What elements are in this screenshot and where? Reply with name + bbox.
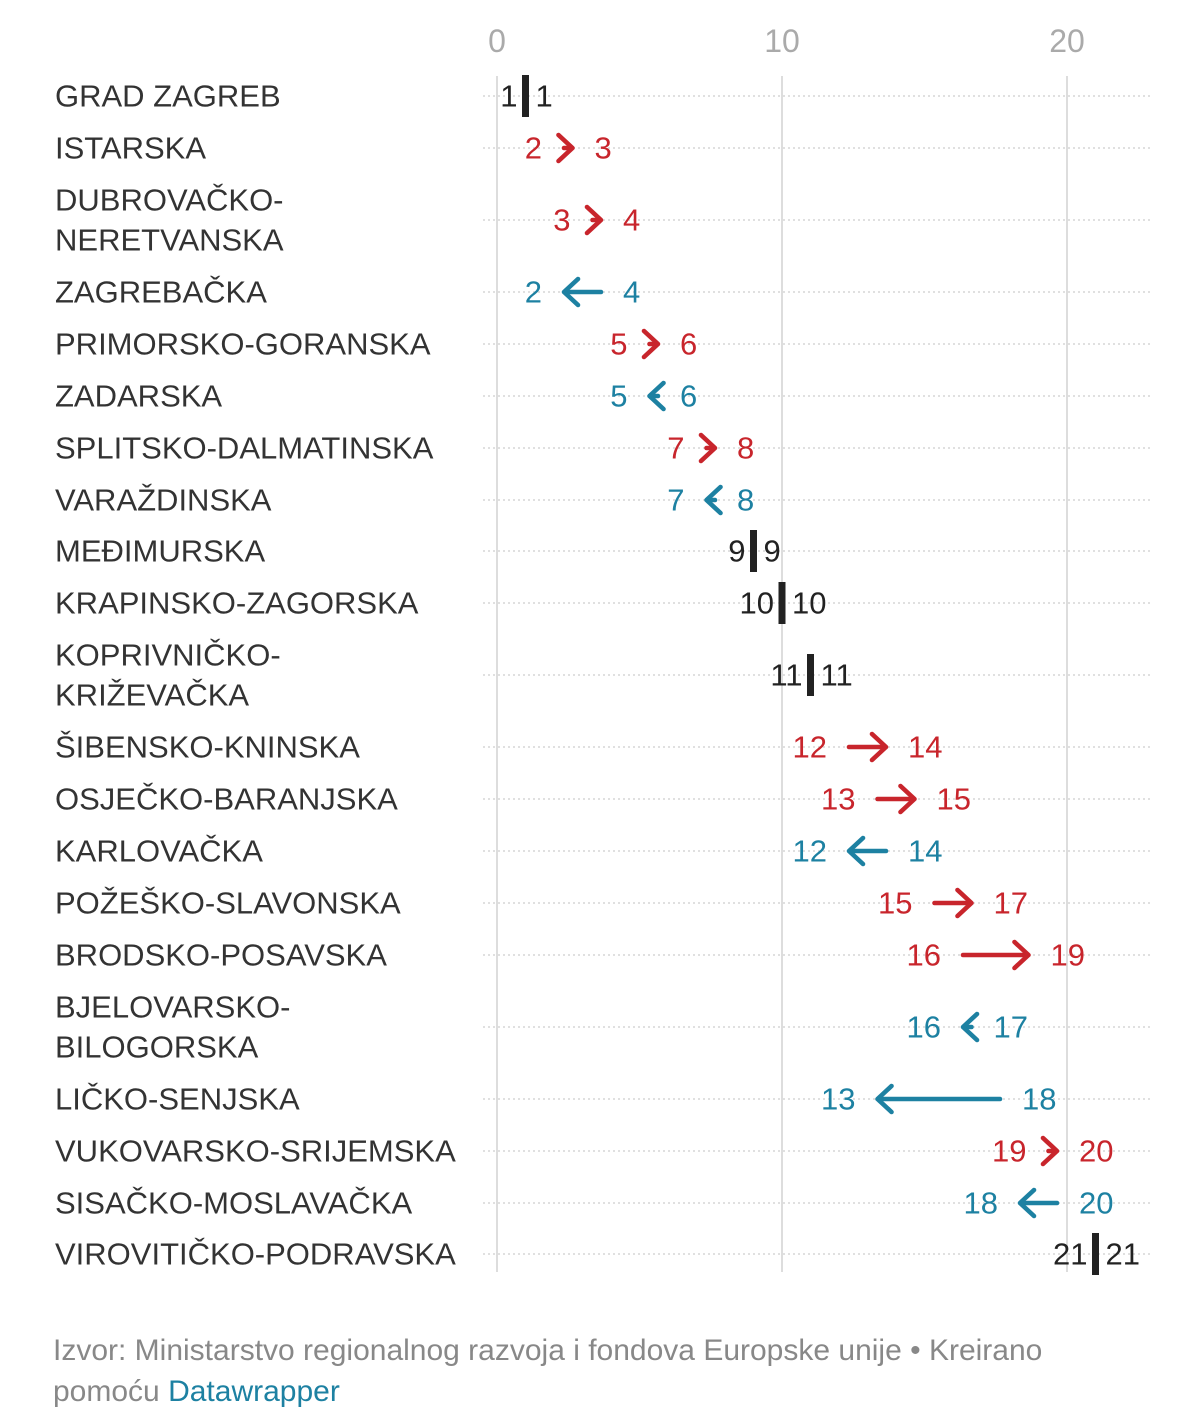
row-label: ISTARSKA bbox=[55, 131, 206, 166]
value-label-right: 3 bbox=[595, 131, 612, 166]
value-label-right: 4 bbox=[623, 203, 640, 238]
unchanged-marker bbox=[522, 75, 529, 117]
row-label: BILOGORSKA bbox=[55, 1030, 259, 1065]
value-label-left: 19 bbox=[992, 1134, 1026, 1169]
row-label: POŽEŠKO-SLAVONSKA bbox=[55, 886, 401, 921]
row-label: MEĐIMURSKA bbox=[55, 534, 265, 569]
row-label: NERETVANSKA bbox=[55, 223, 284, 258]
value-label-left: 21 bbox=[1053, 1237, 1087, 1272]
x-tick-label: 10 bbox=[764, 23, 800, 59]
value-label-left: 10 bbox=[740, 586, 774, 621]
value-label-left: 3 bbox=[553, 203, 570, 238]
value-label-left: 13 bbox=[821, 782, 855, 817]
value-label-left: 12 bbox=[793, 834, 827, 869]
value-label-left: 13 bbox=[821, 1082, 855, 1117]
row-label: LIČKO-SENJSKA bbox=[55, 1082, 300, 1117]
value-label-left: 1 bbox=[500, 79, 517, 114]
value-label-right: 8 bbox=[737, 483, 754, 518]
value-label-left: 5 bbox=[610, 379, 627, 414]
arrow-head-left bbox=[1017, 1187, 1037, 1219]
value-label-right: 17 bbox=[994, 1010, 1028, 1045]
row-label: KRAPINSKO-ZAGORSKA bbox=[55, 586, 419, 621]
value-label-right: 1 bbox=[536, 79, 553, 114]
value-label-right: 19 bbox=[1051, 938, 1085, 973]
value-label-left: 5 bbox=[610, 327, 627, 362]
row-label: DUBROVAČKO- bbox=[55, 183, 284, 218]
arrow-head-left bbox=[960, 1011, 980, 1043]
value-label-right: 6 bbox=[680, 379, 697, 414]
value-label-left: 11 bbox=[770, 658, 802, 693]
arrow-head-left bbox=[647, 380, 666, 412]
x-tick-label: 0 bbox=[488, 23, 506, 59]
unchanged-marker bbox=[807, 654, 814, 696]
arrow-head-right bbox=[584, 204, 604, 236]
unchanged-marker bbox=[1092, 1233, 1099, 1275]
arrow-head-right bbox=[869, 731, 889, 763]
row-label: GRAD ZAGREB bbox=[55, 79, 281, 114]
row-label: PRIMORSKO-GORANSKA bbox=[55, 327, 431, 362]
row-label: SISAČKO-MOSLAVAČKA bbox=[55, 1186, 412, 1221]
value-label-left: 15 bbox=[878, 886, 912, 921]
row-label: KRIŽEVAČKA bbox=[55, 678, 249, 713]
row-label: VARAŽDINSKA bbox=[55, 483, 272, 518]
value-label-left: 18 bbox=[964, 1186, 998, 1221]
value-label-left: 7 bbox=[667, 431, 684, 466]
arrow-head-left bbox=[704, 484, 723, 516]
arrow-head-right bbox=[698, 432, 718, 464]
arrow-head-left bbox=[846, 835, 866, 867]
value-label-left: 2 bbox=[525, 275, 542, 310]
value-label-right: 17 bbox=[994, 886, 1028, 921]
arrow-head-right bbox=[1012, 939, 1031, 971]
arrow-head-right bbox=[641, 328, 661, 360]
value-label-right: 10 bbox=[792, 586, 826, 621]
row-label: BJELOVARSKO- bbox=[55, 990, 290, 1025]
value-label-left: 16 bbox=[907, 1010, 941, 1045]
value-label-right: 20 bbox=[1079, 1186, 1113, 1221]
row-label: VIROVITIČKO-PODRAVSKA bbox=[55, 1237, 456, 1272]
value-label-right: 11 bbox=[821, 658, 853, 693]
value-label-right: 4 bbox=[623, 275, 640, 310]
arrow-head-right bbox=[556, 132, 575, 164]
value-label-left: 2 bbox=[525, 131, 542, 166]
value-label-right: 18 bbox=[1022, 1082, 1056, 1117]
value-label-right: 6 bbox=[680, 327, 697, 362]
value-label-right: 20 bbox=[1079, 1134, 1113, 1169]
value-label-right: 14 bbox=[908, 834, 942, 869]
x-tick-label: 20 bbox=[1049, 23, 1085, 59]
row-label: KOPRIVNIČKO- bbox=[55, 638, 281, 673]
row-label: ŠIBENSKO-KNINSKA bbox=[55, 730, 360, 765]
value-label-right: 15 bbox=[937, 782, 971, 817]
arrow-head-left bbox=[561, 276, 581, 308]
value-label-left: 7 bbox=[667, 483, 684, 518]
value-label-left: 12 bbox=[793, 730, 827, 765]
value-label-right: 14 bbox=[908, 730, 942, 765]
value-label-right: 8 bbox=[737, 431, 754, 466]
value-label-left: 9 bbox=[728, 534, 745, 569]
source-text: Izvor: Ministarstvo regionalnog razvoja … bbox=[53, 1334, 1043, 1408]
row-label: ZADARSKA bbox=[55, 379, 222, 414]
row-label: OSJEČKO-BARANJSKA bbox=[55, 782, 398, 817]
source-footer: Izvor: Ministarstvo regionalnog razvoja … bbox=[53, 1330, 1153, 1412]
row-label: ZAGREBAČKA bbox=[55, 275, 267, 310]
value-label-left: 16 bbox=[907, 938, 941, 973]
arrow-head-right bbox=[955, 887, 974, 919]
value-label-right: 21 bbox=[1106, 1237, 1140, 1272]
arrow-chart: 0 10 20 GRAD ZAGREB 1 1 ISTARSKA 2 3 DUBROVAČKO- N… bbox=[55, 23, 1150, 1275]
arrow-head-left bbox=[875, 1083, 894, 1115]
unchanged-marker bbox=[778, 582, 786, 624]
row-label: SPLITSKO-DALMATINSKA bbox=[55, 431, 434, 466]
row-label: BRODSKO-POSAVSKA bbox=[55, 938, 387, 973]
row-label: VUKOVARSKO-SRIJEMSKA bbox=[55, 1134, 456, 1169]
unchanged-marker bbox=[750, 530, 757, 572]
datawrapper-link[interactable]: Datawrapper bbox=[168, 1375, 340, 1408]
arrow-head-right bbox=[1040, 1135, 1060, 1167]
value-label-right: 9 bbox=[764, 534, 781, 569]
arrow-head-right bbox=[898, 783, 917, 815]
row-label: KARLOVAČKA bbox=[55, 834, 263, 869]
